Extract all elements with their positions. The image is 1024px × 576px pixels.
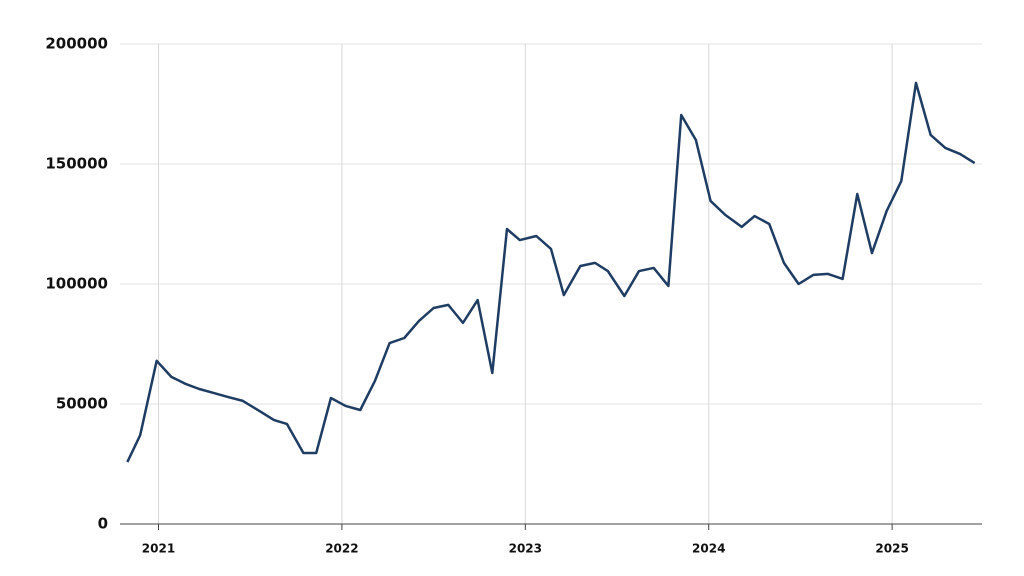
y-tick-label: 200000 [45,35,108,53]
y-tick-label: 150000 [45,155,108,173]
x-tick-label: 2022 [325,542,358,556]
x-tick-label: 2021 [142,542,175,556]
y-tick-label: 0 [98,515,108,533]
x-tick-label: 2025 [875,542,908,556]
y-tick-label: 100000 [45,275,108,293]
y-tick-label: 50000 [56,395,108,413]
x-tick-label: 2023 [509,542,542,556]
line-series [126,81,976,463]
x-tick-label: 2024 [692,542,725,556]
